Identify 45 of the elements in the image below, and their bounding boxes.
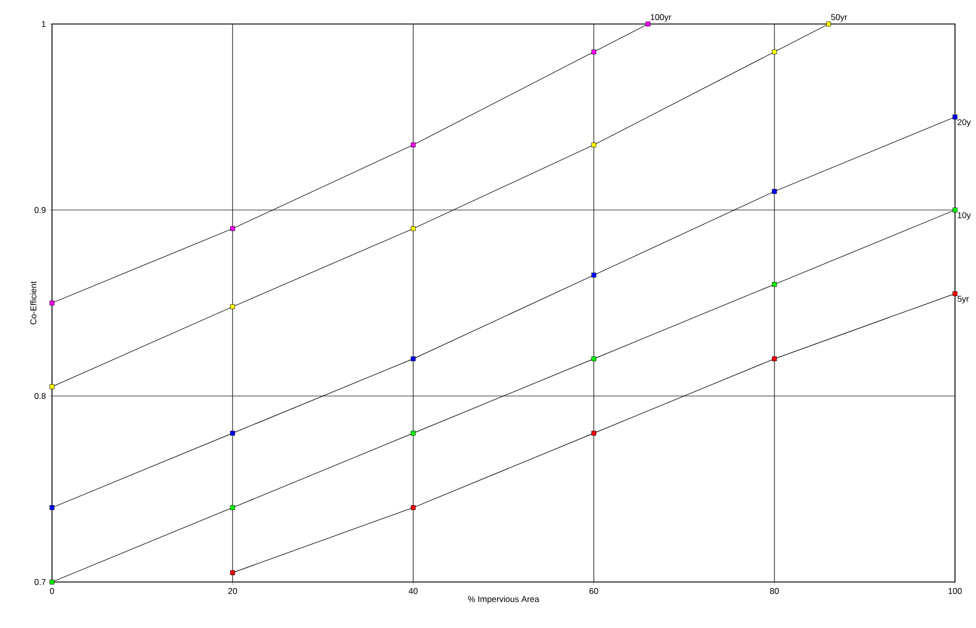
point — [410, 505, 416, 510]
x-tick-label: 100 — [948, 588, 962, 594]
point — [952, 208, 958, 212]
point — [591, 430, 596, 436]
point — [591, 272, 596, 278]
point — [230, 570, 235, 576]
x-tick-label: 40 — [408, 588, 418, 594]
point — [952, 114, 958, 120]
y-tick-label: 0.9 — [34, 207, 46, 213]
point — [410, 356, 416, 362]
point — [591, 356, 596, 362]
y-tick-label: 0.8 — [34, 393, 46, 399]
x-axis-title: % Impervious Area — [468, 596, 540, 604]
point — [50, 384, 54, 390]
series-label: 100yr — [650, 14, 672, 22]
point — [772, 49, 777, 54]
series-label: 50yr — [831, 14, 848, 22]
point — [410, 430, 416, 436]
y-tick-label: 0.7 — [34, 579, 46, 585]
point — [772, 282, 777, 287]
series-label: 5yr — [958, 296, 969, 304]
series-label: 10y — [958, 212, 971, 220]
point — [230, 505, 235, 510]
x-tick-label: 20 — [228, 588, 237, 594]
point — [230, 430, 235, 436]
point — [772, 356, 777, 362]
point — [772, 188, 777, 194]
point — [591, 49, 596, 54]
y-axis-title: Co-Efficient — [30, 281, 36, 324]
point — [230, 304, 235, 310]
point — [50, 300, 54, 306]
point — [826, 22, 831, 26]
point — [952, 291, 958, 296]
point — [50, 580, 54, 584]
x-tick-label: 60 — [590, 588, 598, 594]
point — [646, 22, 650, 26]
series-label: 20y — [958, 119, 971, 127]
point — [230, 226, 235, 231]
point — [410, 226, 416, 231]
y-tick-label: 1 — [42, 21, 46, 27]
x-tick-label: 80 — [770, 588, 779, 594]
point — [50, 505, 54, 510]
point — [591, 142, 596, 148]
x-tick-label: 0 — [50, 588, 54, 594]
point — [410, 142, 416, 148]
